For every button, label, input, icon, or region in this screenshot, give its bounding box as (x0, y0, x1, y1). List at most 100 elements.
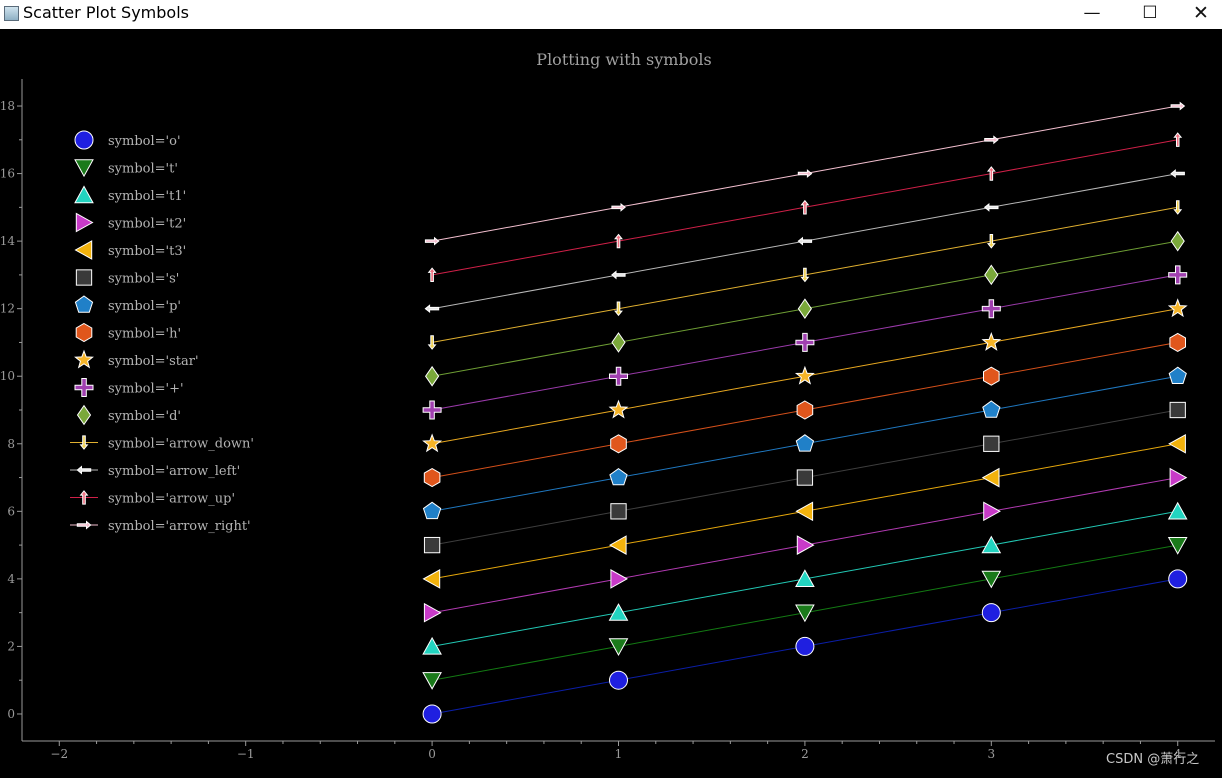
legend-symbol (74, 378, 94, 397)
data-point (797, 169, 813, 178)
data-point (986, 234, 996, 249)
data-point (614, 301, 623, 317)
window-title: Scatter Plot Symbols (23, 3, 189, 22)
data-point (800, 267, 810, 283)
legend-symbol (74, 159, 94, 178)
data-point (422, 672, 442, 690)
y-tick-label: 0 (7, 707, 15, 721)
legend-label: symbol='arrow_left' (108, 464, 240, 479)
data-point (981, 570, 1002, 589)
data-point (1167, 537, 1188, 555)
data-point (1170, 101, 1186, 111)
y-tick-label: 2 (7, 639, 15, 653)
data-point (423, 602, 442, 623)
legend-symbol (74, 185, 94, 204)
data-point (800, 199, 810, 215)
data-point (981, 535, 1002, 554)
data-point (984, 264, 999, 286)
close-button[interactable]: ✕ (1193, 2, 1209, 24)
data-point (427, 267, 437, 282)
plot-area[interactable]: Plotting with symbols 0 2 4 6 8 10 12 14 16 18 −2−… (0, 29, 1222, 773)
data-point (1168, 366, 1187, 384)
legend-label: symbol='t1' (108, 189, 186, 204)
legend-label: symbol='star' (108, 354, 199, 369)
x-tick-label: 2 (801, 747, 809, 761)
legend-symbol (75, 212, 94, 233)
legend-symbol (75, 269, 93, 286)
data-point (608, 603, 629, 621)
data-point (797, 298, 813, 319)
window-titlebar: Scatter Plot Symbols — ☐ ✕ (0, 0, 1222, 29)
data-point (983, 366, 1000, 386)
y-tick-label: 10 (0, 369, 15, 383)
legend-symbol (75, 322, 93, 343)
data-point (422, 501, 442, 520)
data-point (611, 332, 626, 353)
data-point (797, 236, 813, 246)
data-point (610, 503, 627, 520)
data-point (796, 400, 814, 420)
legend-label: symbol='arrow_up' (108, 492, 235, 507)
data-point (611, 202, 626, 212)
data-point (424, 365, 440, 387)
y-tick-label: 14 (0, 234, 15, 248)
legend: symbol='o' symbol='t' symbol='t1' symbol='t… (70, 130, 254, 534)
data-point (609, 467, 628, 486)
data-point (983, 435, 1000, 452)
x-tick-label: 1 (615, 747, 623, 761)
legend-symbol (76, 465, 92, 475)
data-point (984, 135, 999, 145)
legend-symbol (74, 349, 94, 369)
y-tick-label: 18 (0, 99, 15, 113)
maximize-button[interactable]: ☐ (1142, 3, 1158, 23)
x-tick-label: 3 (987, 747, 995, 761)
data-point (796, 535, 815, 555)
watermark: CSDN @萧行之 (1106, 752, 1200, 767)
data-point (610, 434, 627, 454)
legend-label: symbol='arrow_right' (108, 519, 251, 534)
data-point (423, 536, 441, 554)
legend-label: symbol='o' (108, 134, 181, 149)
data-point (795, 332, 815, 352)
y-tick-label: 4 (7, 572, 15, 586)
data-point (608, 399, 629, 419)
legend-symbol (76, 404, 92, 426)
minimize-button[interactable]: — (1083, 3, 1101, 23)
y-tick-label: 6 (7, 504, 15, 518)
data-point (610, 569, 629, 589)
legend-label: symbol='+' (108, 382, 184, 397)
data-point (1173, 200, 1183, 215)
legend-label: symbol='h' (108, 327, 181, 342)
data-point (1168, 265, 1188, 285)
legend-symbol (76, 520, 92, 530)
y-tick-label: 16 (0, 167, 15, 181)
data-point (422, 400, 442, 420)
data-point (1169, 467, 1188, 488)
data-point (423, 468, 441, 488)
data-point (424, 304, 440, 314)
app-window-icon (4, 6, 19, 21)
legend-symbol (74, 295, 94, 313)
data-point (422, 704, 442, 724)
data-point (795, 569, 815, 587)
data-point (981, 299, 1001, 319)
data-point (794, 365, 815, 385)
scatter-chart[interactable]: Plotting with symbols 024681012141618−2−… (0, 29, 1222, 773)
y-tick-label: 8 (7, 437, 15, 451)
x-tick-label: −2 (50, 747, 68, 761)
data-point (1169, 332, 1186, 352)
data-point (981, 603, 1001, 623)
data-point (795, 636, 815, 656)
data-point (1173, 132, 1183, 147)
data-point (983, 202, 999, 212)
x-tick-label: 4 (1174, 747, 1182, 761)
data-point (1170, 230, 1185, 252)
data-point (427, 335, 437, 350)
data-point (795, 434, 815, 452)
legend-symbol (79, 435, 89, 450)
legend-label: symbol='s' (108, 272, 179, 287)
x-tick-label: 0 (428, 747, 436, 761)
data-point (611, 270, 626, 280)
data-point (986, 166, 996, 181)
legend-symbol (74, 240, 93, 260)
